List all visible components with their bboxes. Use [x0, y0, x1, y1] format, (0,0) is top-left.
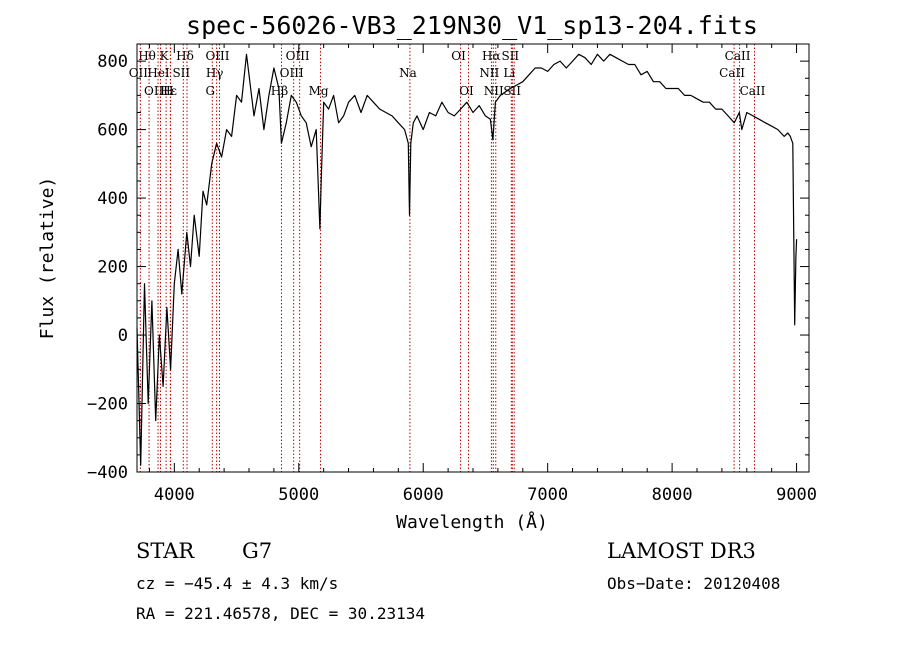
line-markers: HθKHδOIIIOIIIOIHαSIICaIIOIIHeISIIHγOIIIN…: [129, 44, 766, 472]
line-marker-label: H: [163, 84, 173, 98]
line-marker-label: OIII: [205, 49, 229, 63]
spectrum-layer: [136, 53, 798, 466]
line-marker-label: CaII: [740, 84, 766, 98]
line-marker-label: OI: [451, 49, 466, 63]
obs-date: Obs−Date: 20120408: [607, 574, 781, 593]
line-marker-label: CaII: [725, 49, 751, 63]
line-marker-label: Na: [399, 66, 417, 80]
spectrum-series-0: [136, 53, 798, 466]
x-tick-label: 8000: [652, 485, 693, 505]
object-class: STAR: [136, 539, 195, 563]
line-marker-label: SII: [172, 66, 190, 80]
line-marker-label: HeI: [147, 66, 170, 80]
line-marker-label: Hγ: [206, 66, 224, 80]
x-tick-label: 5000: [278, 485, 319, 505]
line-marker-label: OIII: [286, 49, 310, 63]
object-subclass: G7: [242, 539, 273, 563]
chart-title: spec-56026-VB3_219N30_V1_sp13-204.fits: [186, 11, 758, 40]
line-marker-label: OI: [459, 84, 474, 98]
y-tick-label: 600: [97, 121, 128, 141]
y-tick-label: 400: [97, 189, 128, 209]
x-tick-label: 7000: [527, 485, 568, 505]
line-marker-label: K: [160, 49, 170, 63]
line-marker-label: G: [205, 84, 215, 98]
line-marker-label: OIII: [280, 66, 304, 80]
y-axis-label: Flux (relative): [37, 177, 58, 340]
line-marker-label: OII: [129, 66, 149, 80]
y-tick-label: −400: [87, 463, 128, 483]
coordinates: RA = 221.46578, DEC = 30.23134: [136, 604, 425, 623]
line-marker-label: NII: [479, 66, 499, 80]
line-marker-label: Hδ: [176, 49, 194, 63]
line-marker-label: Li: [503, 66, 515, 80]
y-tick-label: −200: [87, 395, 128, 415]
line-marker-label: SII: [501, 49, 519, 63]
x-axis-label: Wavelength (Å): [396, 511, 548, 533]
line-marker-label: OIII: [144, 84, 168, 98]
y-tick-label: 800: [97, 52, 128, 72]
y-tick-label: 200: [97, 258, 128, 278]
axes: 4000 5000 6000 7000 8000 9000 −400 −200 0 200 400 6…: [87, 44, 817, 505]
x-tick-label: 6000: [403, 485, 444, 505]
plot-frame: [136, 43, 810, 473]
line-marker-label: SII: [503, 84, 521, 98]
line-marker-label: Hε: [160, 84, 177, 98]
redshift-info: cz = −45.4 ± 4.3 km/s: [136, 574, 339, 593]
survey-name: LAMOST DR3: [607, 539, 756, 563]
x-tick-label: 9000: [776, 485, 817, 505]
x-tick-label: 4000: [154, 485, 195, 505]
line-marker-label: Mg: [309, 84, 329, 98]
line-marker-label: NII: [484, 84, 504, 98]
y-tick-label: 0: [118, 326, 128, 346]
line-marker-label: CaII: [719, 66, 745, 80]
line-marker-label: Hθ: [138, 49, 156, 63]
